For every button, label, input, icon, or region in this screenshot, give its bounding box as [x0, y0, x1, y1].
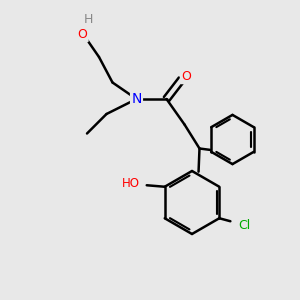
Text: O: O: [181, 70, 191, 83]
Text: N: N: [131, 92, 142, 106]
Text: Cl: Cl: [238, 219, 250, 232]
Text: H: H: [84, 13, 93, 26]
Text: HO: HO: [122, 177, 140, 190]
Text: O: O: [78, 28, 87, 41]
